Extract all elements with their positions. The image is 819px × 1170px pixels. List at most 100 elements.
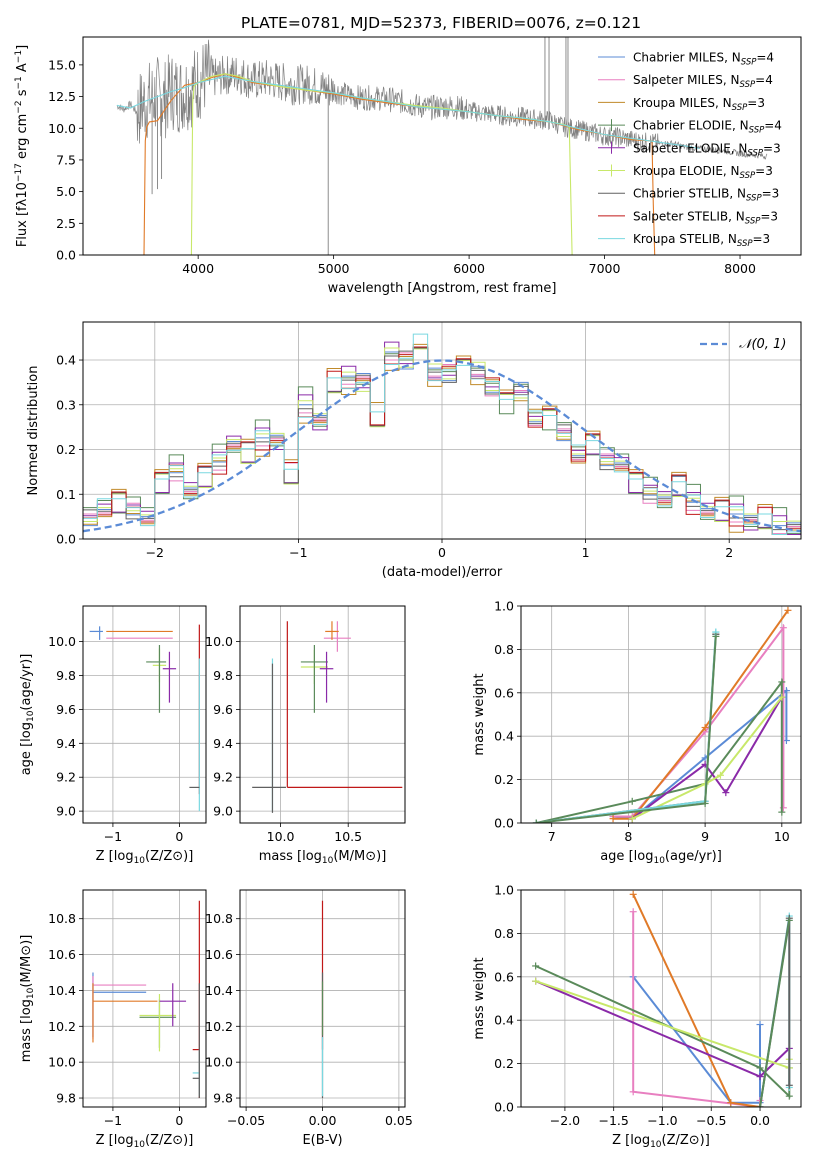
plot-area [240,606,405,823]
model-spectrum [116,75,700,150]
normal-curve [83,359,801,533]
x-tick-label: 10.0 [267,829,295,844]
chart-age_vs_mass: 10.0 10.5 9.0 9.2 9.4 9.6 9.8 10.0 mass [log10​(… [205,605,406,866]
y-tick-label: 0.2 [56,442,76,457]
model-spectrum [143,73,656,255]
y-tick-label: 10.6 [205,947,233,962]
x-tick-label: 7 [548,829,556,844]
y-tick-label: 9.6 [213,702,233,717]
y-tick-label: 9.6 [56,702,76,717]
y-tick-label: 9.8 [213,668,233,683]
y-tick-label: 0.3 [56,397,76,412]
chart-mass_vs_z: −1 0 9.8 10.0 10.2 10.4 10.6 10.8 Z [log10​(Z/Z⊙… [19,889,207,1150]
y-tick-label: 0.8 [494,926,514,941]
legend-label: Chabrier STELIB, NSSP=3 [633,187,779,204]
x-tick-label: 0.00 [309,1113,337,1128]
chart-spectrum: 4000 5000 6000 7000 8000 0.0 2.5 5.0 7.5 10.0 12.5… [14,36,802,296]
legend-label: Kroupa STELIB, NSSP=3 [633,232,770,249]
plot-area [240,890,405,1107]
y-tick-label: 9.8 [56,668,76,683]
y-tick-label: 10.2 [205,1019,233,1034]
x-tick-label: 7000 [589,261,621,276]
x-axis-label: age [log10​(age/yr)] [600,849,722,866]
y-axis-label: age [log10​(age/yr)] [19,654,36,776]
y-tick-label: 10.8 [48,911,76,926]
x-axis-label: Z [log10​(Z/Z⊙)] [96,1133,194,1150]
legend-label: Chabrier MILES, NSSP=4 [633,51,774,68]
x-tick-label: 0 [175,1113,183,1128]
y-tick-label: 1.0 [494,599,514,614]
y-tick-label: 12.5 [48,89,76,104]
x-tick-label: 2 [725,545,733,560]
x-tick-label: 9 [701,829,709,844]
y-tick-label: 10.0 [48,634,76,649]
y-tick-label: 10.2 [48,1019,76,1034]
axes-frame [82,889,207,1108]
legend-label: 𝒩(0, 1) [739,337,786,352]
chart-mass_weight_vs_age: 7 8 9 10 0.0 0.2 0.4 0.6 0.8 1.0 age [log10​(age/y… [472,599,802,866]
x-axis-label: Z [log10​(Z/Z⊙)] [612,1133,710,1150]
x-tick-label: 10 [774,829,790,844]
y-tick-label: 9.2 [213,770,233,785]
plot-area [521,606,801,823]
x-tick-label: 8000 [724,261,756,276]
plot-area [521,890,801,1107]
plot-area [83,890,206,1107]
y-tick-label: 0.4 [494,1013,514,1028]
y-axis-label: mass [log10​(M/M⊙)] [19,935,36,1063]
x-tick-label: 0.05 [385,1113,413,1128]
x-tick-label: 6000 [453,261,485,276]
legend-label: Kroupa ELODIE, NSSP=3 [633,164,773,181]
legend-label: Chabrier ELODIE, NSSP=4 [633,119,782,136]
plot-area [116,37,768,255]
axes-frame [520,889,802,1108]
y-tick-label: 9.0 [56,804,76,819]
axes-frame [239,605,406,824]
weight-line [632,976,761,1104]
y-tick-label: 10.0 [205,634,233,649]
legend-label: Salpeter MILES, NSSP=4 [633,73,773,90]
y-tick-label: 0.8 [494,642,514,657]
plot-area [83,606,206,823]
weight-line [759,920,791,1107]
y-tick-label: 0.4 [56,353,76,368]
y-tick-label: 9.4 [213,736,233,751]
y-tick-label: 15.0 [48,57,76,72]
y-tick-label: 0.0 [494,816,514,831]
y-tick-label: 0.0 [494,1100,514,1115]
x-tick-label: −1.5 [599,1113,629,1128]
x-axis-label: (data-model)/error [382,565,503,580]
y-tick-label: 10.4 [205,983,233,998]
weight-line [631,696,783,820]
axes-frame [82,321,802,540]
x-tick-label: −1.0 [647,1113,677,1128]
axes-frame [82,36,802,256]
y-axis-label: Normed distribution [26,366,41,496]
legend-label: Salpeter ELODIE, NSSP=3 [633,141,781,158]
x-axis-label: mass [log10​(M/M⊙)] [259,849,387,866]
x-tick-label: −0.5 [696,1113,726,1128]
chart-residuals: −2 −1 0 1 2 0.0 0.1 0.2 0.3 0.4 (data-model)/error… [26,321,802,580]
y-tick-label: 0.0 [56,532,76,547]
x-tick-label: 0 [175,829,183,844]
x-tick-label: 1 [582,545,590,560]
x-tick-label: 0 [438,545,446,560]
y-axis-label: mass weight [472,957,487,1039]
y-tick-label: 7.5 [56,152,76,167]
weight-line [613,609,789,820]
y-tick-label: 9.8 [213,1091,233,1106]
y-tick-label: 0.4 [494,729,514,744]
x-tick-label: −2.0 [550,1113,580,1128]
y-tick-label: 9.4 [56,736,76,751]
x-tick-label: 10.5 [334,829,362,844]
y-tick-label: 0.1 [56,487,76,502]
y-tick-label: 0.0 [56,248,76,263]
x-tick-label: 4000 [182,261,214,276]
y-tick-label: 0.6 [494,969,514,984]
x-tick-label: 8 [624,829,632,844]
y-tick-label: 2.5 [56,216,76,231]
y-axis-label: mass weight [472,673,487,755]
legend-label: Kroupa MILES, NSSP=3 [633,96,765,113]
